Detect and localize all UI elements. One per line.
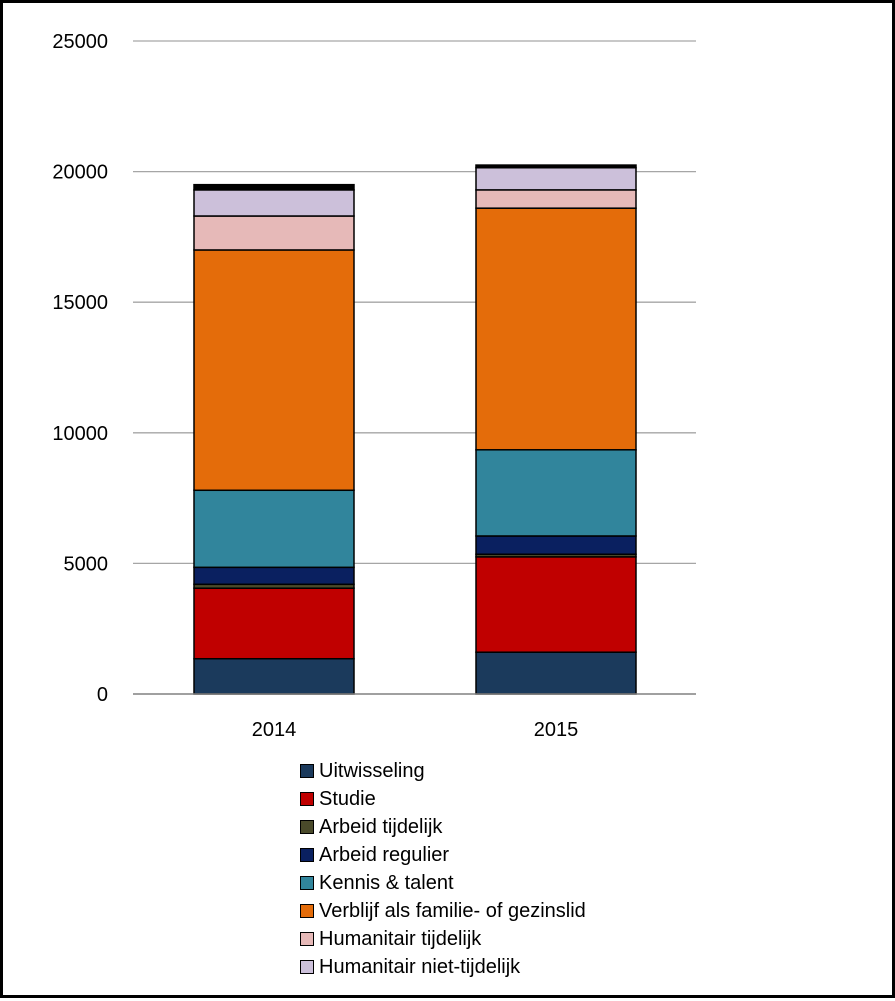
legend-label: Humanitair niet-tijdelijk (319, 955, 521, 978)
bar-segment (193, 189, 355, 217)
legend-item: Studie (300, 785, 586, 813)
legend-swatch (300, 848, 314, 862)
bar-segment (193, 183, 355, 191)
legend: Uitwisseling Studie Arbeid tijdelijk Arbeid… (300, 757, 586, 981)
legend-swatch (300, 932, 314, 946)
legend-item: Uitwisseling (300, 757, 586, 785)
y-tick-label: 15000 (52, 292, 108, 314)
legend-swatch (300, 820, 314, 834)
bar-segment (193, 657, 355, 695)
bar-segment (193, 566, 355, 586)
legend-item: Humanitair tijdelijk (300, 925, 586, 953)
y-tick-label: 10000 (52, 423, 108, 445)
legend-swatch (300, 764, 314, 778)
bar-segment (193, 489, 355, 569)
stacked-bar-chart: 0 5000 10000 15000 20000 25000 2014 2015 (52, 31, 696, 741)
legend-label: Humanitair tijdelijk (319, 927, 482, 950)
legend-item: Kennis & talent (300, 869, 586, 897)
legend-item: Verblijf als familie- of gezinslid (300, 897, 586, 925)
bar-segment (193, 249, 355, 492)
legend-swatch (300, 876, 314, 890)
legend-label: Uitwisseling (319, 759, 425, 782)
legend-swatch (300, 792, 314, 806)
legend-label: Verblijf als familie- of gezinslid (319, 899, 586, 922)
bar-segment (475, 166, 637, 191)
bar-segment (475, 189, 637, 209)
legend-item: Humanitair niet-tijdelijk (300, 953, 586, 981)
y-axis-tick-labels: 0 5000 10000 15000 20000 25000 (52, 31, 108, 706)
legend-item: Arbeid tijdelijk (300, 813, 586, 841)
legend-label: Studie (319, 787, 376, 810)
y-tick-label: 20000 (52, 162, 108, 184)
y-tick-label: 25000 (52, 31, 108, 53)
bar-segment (193, 215, 355, 251)
x-tick-label: 2014 (252, 719, 297, 741)
legend-label: Arbeid regulier (319, 843, 450, 866)
legend-label: Arbeid tijdelijk (319, 815, 443, 838)
x-tick-label: 2015 (534, 719, 579, 741)
legend-swatch (300, 960, 314, 974)
y-tick-label: 5000 (64, 553, 109, 575)
bar-segment (475, 207, 637, 451)
legend-swatch (300, 904, 314, 918)
bars (193, 164, 637, 695)
x-axis-tick-labels: 2014 2015 (252, 719, 579, 741)
y-tick-label: 0 (97, 684, 108, 706)
bar-segment (193, 587, 355, 660)
legend-item: Arbeid regulier (300, 841, 586, 869)
bar-segment (475, 556, 637, 653)
bar-segment (475, 449, 637, 537)
bar-segment (475, 164, 637, 169)
bar-segment (475, 535, 637, 556)
legend-label: Kennis & talent (319, 871, 454, 894)
bar-segment (475, 651, 637, 695)
